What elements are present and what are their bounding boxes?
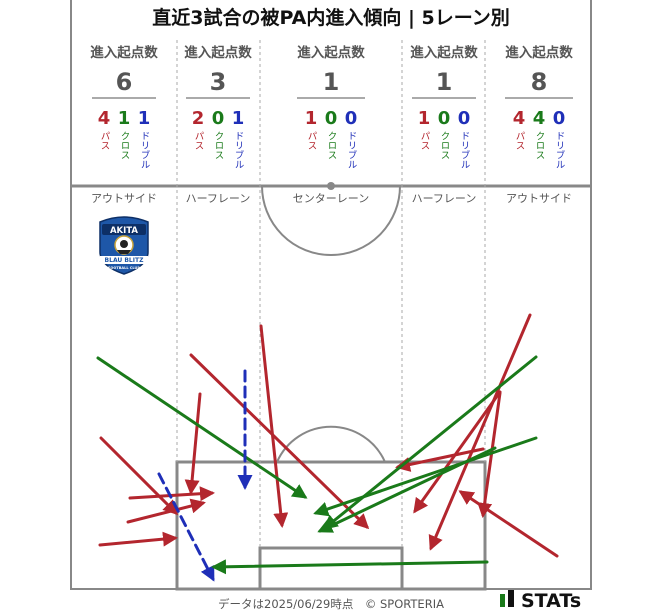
- pass-type-label: パス: [99, 131, 111, 150]
- stats-brand-logo: STATs: [500, 590, 581, 611]
- lane-total: 3: [210, 68, 227, 96]
- pass-arrow: [259, 324, 289, 528]
- cross-type-label: クロス: [326, 131, 337, 160]
- lane-name: センターレーン: [293, 192, 369, 205]
- pass-count: 1: [418, 108, 431, 129]
- pass-arrow: [98, 531, 178, 547]
- dribble-type-label: ドリブル: [554, 131, 566, 169]
- cross-arrow: [317, 446, 497, 533]
- cross-count: 1: [118, 108, 131, 129]
- pass-arrow: [395, 447, 485, 472]
- pass-arrow: [458, 490, 559, 558]
- cross-arrow: [322, 355, 538, 530]
- lane-name: アウトサイド: [91, 192, 157, 205]
- dribble-type-label: ドリブル: [459, 131, 471, 169]
- lane-stats-outside-left: 進入起点数 6 4 1 1 パス クロス ドリブル アウトサイド: [90, 44, 158, 205]
- pass-type-label: パス: [193, 131, 205, 150]
- cross-count: 4: [533, 108, 546, 129]
- lane-stats-outside-right: 進入起点数 8 4 4 0 パス クロス ドリブル アウトサイド: [505, 44, 573, 205]
- pass-arrow: [99, 436, 179, 516]
- entry-header: 進入起点数: [410, 44, 478, 61]
- cross-count: 0: [212, 108, 225, 129]
- lane-total: 8: [531, 68, 548, 96]
- svg-text:FOOTBALL CLUB: FOOTBALL CLUB: [108, 266, 140, 270]
- dribble-type-label: ドリブル: [233, 131, 245, 169]
- center-circle: [261, 185, 401, 256]
- pass-type-label: パス: [306, 131, 318, 150]
- lane-total: 1: [436, 68, 453, 96]
- lane-stats-half-right: 進入起点数 1 1 0 0 パス クロス ドリブル ハーフレーン: [410, 44, 478, 205]
- cross-arrow: [211, 559, 489, 575]
- entry-header: 進入起点数: [184, 44, 252, 61]
- pass-count: 4: [98, 108, 111, 129]
- pass-count: 4: [513, 108, 526, 129]
- lane-total: 6: [116, 68, 133, 96]
- dribble-count: 0: [458, 108, 471, 129]
- dribble-count: 1: [232, 108, 245, 129]
- pass-arrow: [126, 498, 206, 524]
- goal-area: [258, 546, 404, 591]
- lane-dividers: [176, 40, 486, 548]
- pass-count: 2: [192, 108, 205, 129]
- pass-arrow: [413, 390, 502, 514]
- entry-header: 進入起点数: [505, 44, 573, 61]
- center-spot: [327, 182, 335, 190]
- lane-name: アウトサイド: [506, 192, 572, 205]
- cross-type-label: クロス: [119, 131, 130, 160]
- dribble-type-label: ドリブル: [346, 131, 358, 169]
- lane-stats-half-left: 進入起点数 3 2 0 1 パス クロス ドリブル ハーフレーン: [184, 44, 252, 205]
- penalty-arc: [276, 425, 386, 463]
- dribble-count: 0: [553, 108, 566, 129]
- pass-count: 1: [305, 108, 318, 129]
- lane-stats-center: 進入起点数 1 1 0 0 パス クロス ドリブル センターレーン: [293, 44, 369, 205]
- svg-text:BLAU BLITZ: BLAU BLITZ: [105, 257, 145, 264]
- chart-title: 直近3試合の被PA内進入傾向 | 5レーン別: [152, 6, 510, 29]
- entry-arrows: [96, 313, 559, 582]
- dribble-arrow: [157, 472, 215, 582]
- footer-note: データは2025/06/29時点 © SPORTERIA: [218, 597, 444, 611]
- cross-type-label: クロス: [534, 131, 545, 160]
- cross-count: 0: [325, 108, 338, 129]
- svg-text:AKITA: AKITA: [110, 226, 138, 236]
- cross-arrow: [96, 356, 308, 499]
- lane-name: ハーフレーン: [186, 192, 251, 205]
- cross-type-label: クロス: [439, 131, 450, 160]
- entry-header: 進入起点数: [297, 44, 365, 61]
- dribble-count: 0: [345, 108, 358, 129]
- pass-arrow: [184, 392, 202, 495]
- cross-type-label: クロス: [213, 131, 224, 160]
- dribble-count: 1: [138, 108, 151, 129]
- pass-arrow: [189, 353, 370, 530]
- pass-type-label: パス: [514, 131, 526, 150]
- dribble-type-label: ドリブル: [139, 131, 151, 169]
- lane-total: 1: [323, 68, 340, 96]
- pitch-lines: [70, 0, 592, 591]
- entry-header: 進入起点数: [90, 44, 158, 61]
- club-crest-logo: AKITA BLAU BLITZ FOOTBALL CLUB: [99, 216, 149, 275]
- cross-arrow: [313, 436, 538, 517]
- lane-name: ハーフレーン: [412, 192, 477, 205]
- pass-type-label: パス: [419, 131, 431, 150]
- cross-count: 0: [438, 108, 451, 129]
- pass-arrow: [428, 313, 532, 551]
- svg-text:STATs: STATs: [521, 590, 581, 611]
